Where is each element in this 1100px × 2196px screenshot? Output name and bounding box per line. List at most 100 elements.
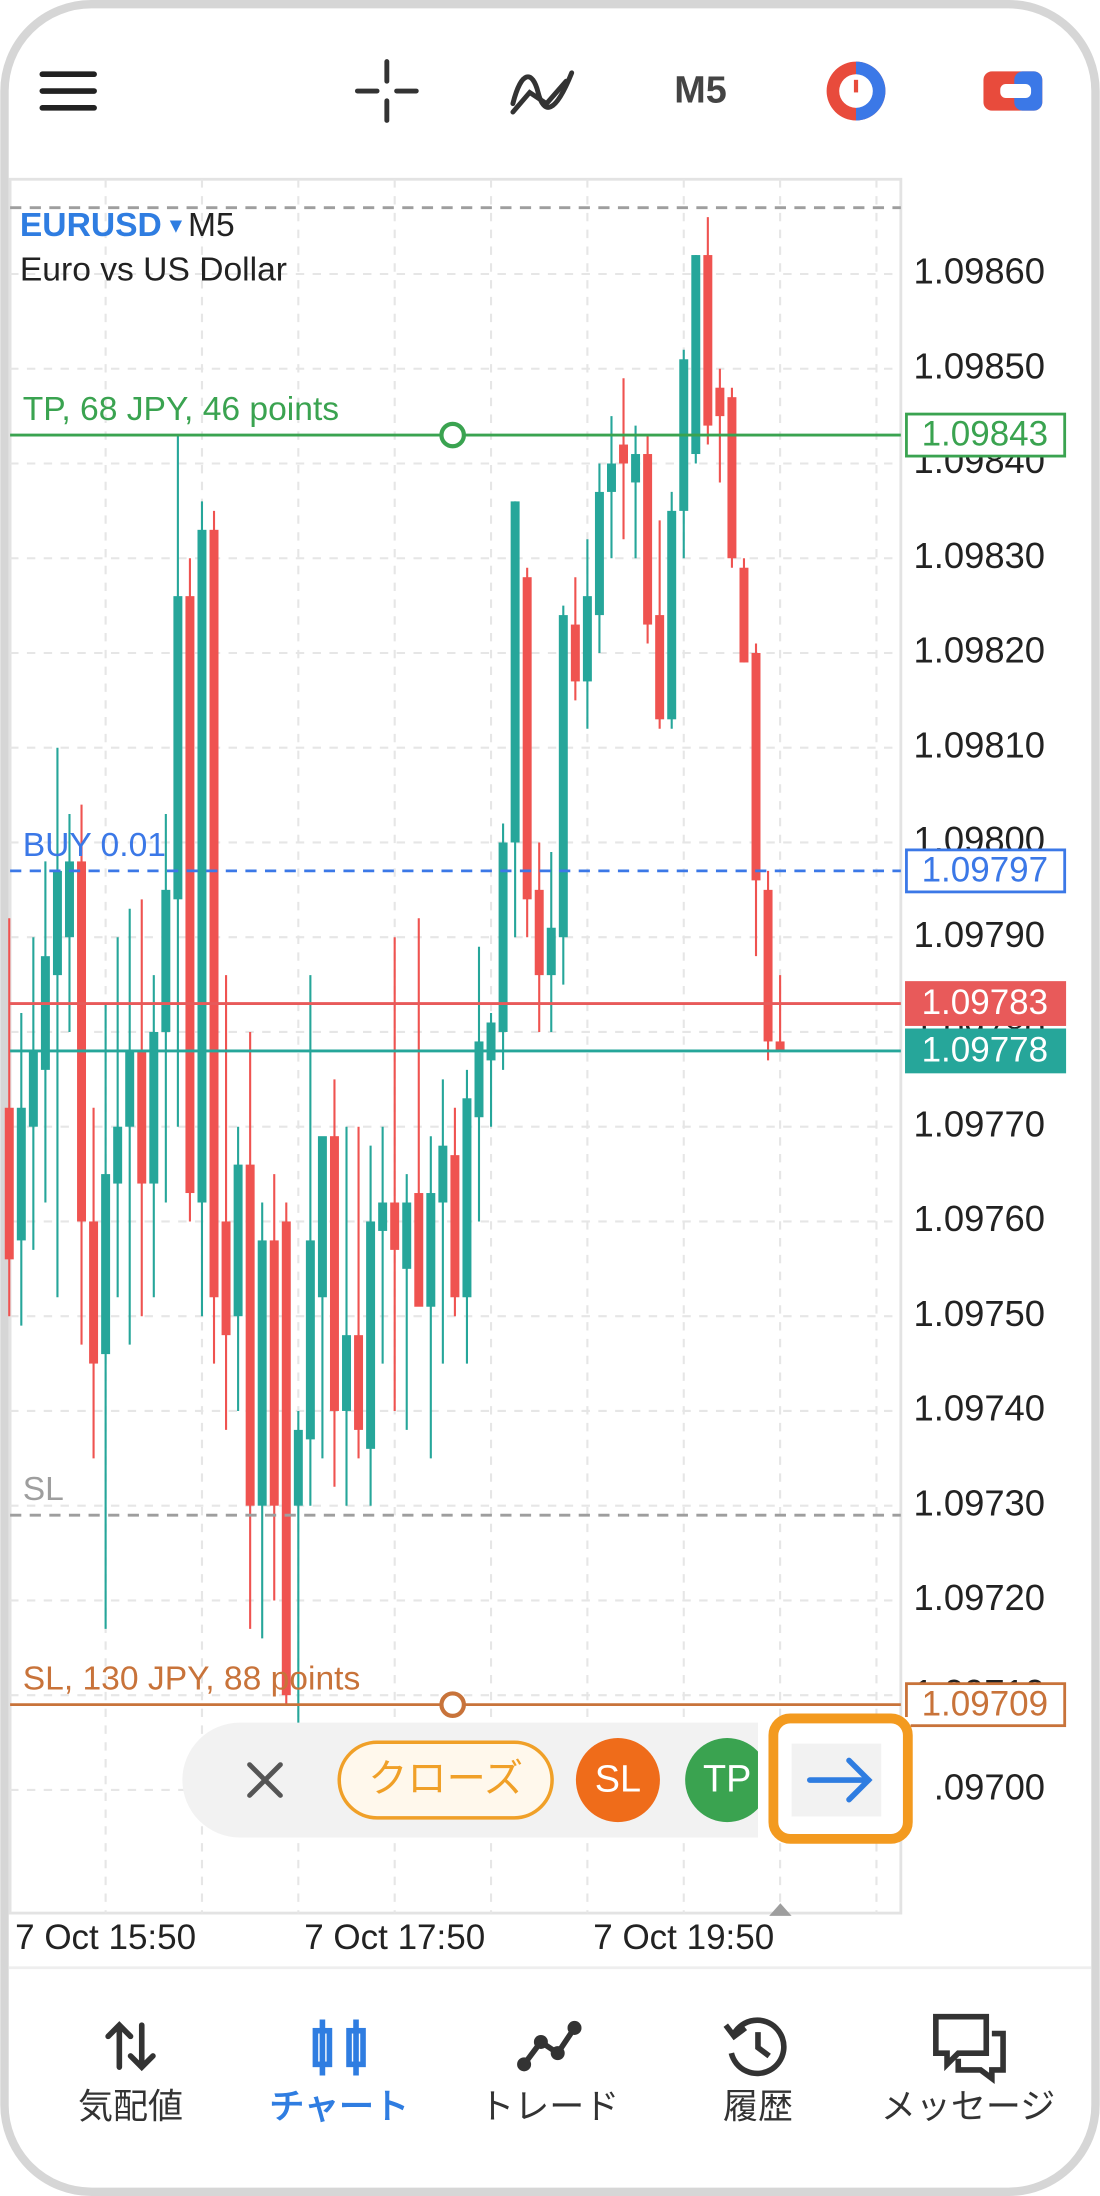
candle-body	[305, 1240, 315, 1440]
candle-body	[65, 861, 74, 938]
candle-body	[570, 624, 580, 682]
y-tick-label: 1.09740	[913, 1388, 1045, 1429]
x-tick-label: 7 Oct 15:50	[15, 1918, 196, 1957]
candle-body	[329, 1136, 339, 1411]
candle-body	[438, 1145, 448, 1203]
candle-body	[354, 1335, 364, 1430]
y-tick-label: 1.09860	[913, 251, 1045, 292]
candle-body	[522, 577, 532, 900]
price-badge-label: 1.09783	[922, 983, 1049, 1022]
hamburger-menu[interactable]	[39, 71, 97, 111]
symbol-dropdown-arrow[interactable]: ▼	[166, 214, 187, 237]
price-badge	[905, 981, 1067, 1026]
candle-body	[474, 1041, 484, 1118]
candle-body	[113, 1126, 123, 1184]
nav-messages[interactable]: メッセージ	[881, 2013, 1055, 2127]
sl-button[interactable]	[575, 1738, 660, 1823]
candle-body	[691, 255, 701, 455]
candle-body	[667, 510, 677, 720]
candle-body	[28, 1050, 38, 1127]
price-level-label: SL	[23, 1471, 64, 1508]
price-level-label: TP, 68 JPY, 46 points	[23, 391, 339, 428]
nav-quotes[interactable]: 気配値	[78, 2021, 183, 2126]
candle-body	[655, 615, 665, 720]
candle-body	[739, 567, 749, 663]
time-axis: 7 Oct 15:50 7 Oct 17:50 7 Oct 19:50	[15, 1918, 774, 1957]
y-tick-label: 1.09730	[913, 1482, 1045, 1523]
candle-body	[209, 529, 219, 1298]
close-toolbar-button[interactable]	[247, 1762, 283, 1798]
candle-body	[751, 652, 761, 881]
candle-body	[715, 387, 725, 417]
tp-label[interactable]: TP	[703, 1758, 751, 1800]
y-tick-label: 1.09850	[913, 345, 1045, 386]
y-tick-label: 1.09750	[913, 1293, 1045, 1334]
level-drag-handle	[439, 421, 466, 449]
candle-body	[125, 1050, 135, 1127]
price-badge-label: 1.09709	[922, 1684, 1049, 1723]
y-tick-label: 1.09720	[913, 1577, 1045, 1618]
candle-body	[378, 1202, 388, 1231]
candle-body	[510, 501, 520, 843]
candle-body	[161, 889, 171, 1032]
y-tick-label: .09700	[934, 1767, 1045, 1808]
candle-body	[269, 1240, 279, 1506]
price-badge-label: 1.09843	[922, 415, 1049, 454]
candle-body	[402, 1202, 412, 1269]
candle-body	[546, 927, 556, 976]
candle-body	[77, 861, 87, 1222]
candle-body	[4, 1107, 14, 1260]
nav-label[interactable]: 履歴	[723, 2087, 793, 2126]
close-position-button[interactable]	[337, 1740, 554, 1820]
sl-label[interactable]: SL	[595, 1758, 641, 1800]
symbol-description: Euro vs US Dollar	[20, 252, 287, 289]
trade-mode-button[interactable]	[826, 61, 886, 121]
y-tick-label: 1.09820	[913, 630, 1045, 671]
price-level-label: SL, 130 JPY, 88 points	[23, 1661, 361, 1698]
y-tick-label: 1.09790	[913, 914, 1045, 955]
nav-trade[interactable]: トレード	[479, 2020, 619, 2126]
account-toggle[interactable]	[983, 71, 1043, 111]
nav-label[interactable]: トレード	[479, 2087, 619, 2126]
candle-body	[342, 1335, 351, 1411]
candle-body	[89, 1221, 99, 1364]
close-position-label[interactable]: クローズ	[368, 1758, 523, 1801]
nav-label[interactable]: チャート	[269, 2087, 409, 2126]
candle-body	[281, 1221, 291, 1696]
candle-body	[366, 1221, 376, 1449]
y-tick-label: 1.09830	[913, 535, 1045, 576]
next-arrow[interactable]	[806, 1757, 873, 1803]
candle-body	[498, 842, 508, 1032]
timeframe-button[interactable]: M5	[674, 69, 727, 111]
nav-chart[interactable]: チャート	[269, 2019, 409, 2127]
x-tick-label: 7 Oct 17:50	[304, 1918, 485, 1957]
y-tick-label: 1.09760	[913, 1198, 1045, 1239]
nav-label[interactable]: 気配値	[78, 2087, 183, 2126]
candle-body	[221, 1221, 231, 1336]
scroll-marker	[769, 1903, 792, 1916]
crosshair-button[interactable]	[354, 59, 419, 123]
candle-body	[293, 1429, 303, 1506]
candle-body	[763, 889, 773, 1042]
candle-body	[594, 491, 604, 616]
price-badge	[905, 412, 1067, 458]
y-tick-label: 1.09770	[913, 1103, 1045, 1144]
candle-body	[52, 870, 62, 976]
candle-body	[534, 889, 544, 976]
candle-body	[727, 397, 737, 559]
candle-body	[558, 615, 568, 938]
candle-body	[257, 1240, 267, 1506]
nav-label[interactable]: メッセージ	[881, 2087, 1055, 2126]
symbol[interactable]: EURUSD	[20, 207, 162, 244]
tp-button[interactable]	[685, 1738, 770, 1823]
candle-body	[245, 1164, 255, 1506]
indicators-button[interactable]	[510, 70, 575, 115]
candle-body	[149, 1031, 159, 1184]
candle-body	[607, 463, 616, 492]
x-tick-label: 7 Oct 19:50	[593, 1918, 774, 1957]
price-level-label: BUY 0.01	[23, 827, 166, 864]
candle-body	[631, 454, 641, 483]
nav-history[interactable]: 履歴	[723, 2017, 793, 2126]
